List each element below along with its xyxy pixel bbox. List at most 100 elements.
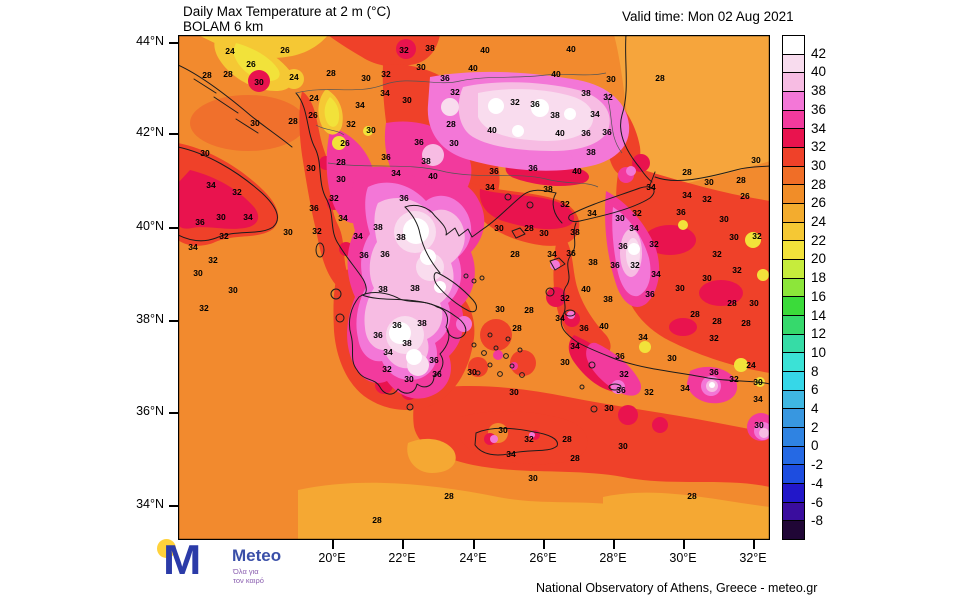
lat-tick-label: 38°N <box>136 312 164 326</box>
lon-tick <box>753 540 755 549</box>
temperature-value-label: 36 <box>359 250 369 260</box>
legend-segment <box>783 241 804 261</box>
lon-tick-label: 22°E <box>388 551 416 565</box>
legend-value: 42 <box>811 45 827 61</box>
temperature-value-label: 34 <box>383 347 393 357</box>
temperature-value-label: 34 <box>355 100 365 110</box>
temperature-value-label: 30 <box>498 425 508 435</box>
temperature-value-label: 28 <box>736 175 746 185</box>
lat-tick-label: 44°N <box>136 34 164 48</box>
temperature-value-label: 40 <box>599 321 609 331</box>
temperature-value-label: 28 <box>524 223 534 233</box>
temperature-value-label: 36 <box>373 330 383 340</box>
coastlines <box>178 35 770 456</box>
legend-value: 6 <box>811 382 819 398</box>
legend-value: 4 <box>811 401 819 417</box>
temperature-value-label: 38 <box>588 257 598 267</box>
temperature-value-label: 38 <box>378 284 388 294</box>
temperature-value-label: 40 <box>555 128 565 138</box>
legend-value: 30 <box>811 157 827 173</box>
temperature-value-label: 28 <box>512 323 522 333</box>
temperature-value-label: 32 <box>399 45 409 55</box>
temperature-value-label: 36 <box>616 385 626 395</box>
temperature-value-label: 34 <box>555 313 565 323</box>
legend-value: 8 <box>811 363 819 379</box>
temperature-value-label: 30 <box>704 177 714 187</box>
legend-value: 32 <box>811 139 827 155</box>
temperature-value-label: 28 <box>655 73 665 83</box>
legend-segment <box>783 129 804 149</box>
legend-segment <box>783 185 804 205</box>
legend-segment <box>783 316 804 335</box>
temperature-value-label: 32 <box>619 369 629 379</box>
legend-segment <box>783 465 804 485</box>
legend-segment <box>783 334 804 354</box>
temperature-value-label: 26 <box>246 59 256 69</box>
legend-segment <box>783 409 804 429</box>
temperature-value-label: 28 <box>223 69 233 79</box>
lon-tick <box>473 540 475 549</box>
temperature-value-label: 34 <box>353 231 363 241</box>
temperature-value-label: 30 <box>216 212 226 222</box>
legend-segment <box>783 54 804 74</box>
temperature-value-label: 32 <box>712 249 722 259</box>
lon-tick-label: 32°E <box>739 551 767 565</box>
temperature-value-label: 36 <box>399 193 409 203</box>
lon-tick <box>543 540 545 549</box>
temperature-value-label: 24 <box>746 360 756 370</box>
temperature-value-label: 28 <box>446 119 456 129</box>
temperature-value-label: 36 <box>380 249 390 259</box>
temperature-value-label: 36 <box>530 99 540 109</box>
legend-segment <box>783 73 804 93</box>
lon-tick-label: 20°E <box>318 551 346 565</box>
model-name: BOLAM 6 km <box>183 19 264 34</box>
temperature-value-label: 34 <box>485 182 495 192</box>
temperature-value-label: 36 <box>615 351 625 361</box>
legend-value: 18 <box>811 270 827 286</box>
temperature-value-label: 30 <box>228 285 238 295</box>
temperature-value-label: 30 <box>361 73 371 83</box>
temperature-value-label: 30 <box>615 213 625 223</box>
temperature-value-label: 32 <box>560 199 570 209</box>
legend-value: 14 <box>811 307 827 323</box>
temperature-value-label: 28 <box>524 305 534 315</box>
temperature-value-label: 34 <box>629 223 639 233</box>
temperature-value-label: 40 <box>551 69 561 79</box>
temperature-value-label: 34 <box>188 242 198 252</box>
temperature-value-label: 32 <box>329 193 339 203</box>
lat-tick-label: 42°N <box>136 125 164 139</box>
temperature-value-label: 36 <box>581 128 591 138</box>
temperature-value-label: 30 <box>528 473 538 483</box>
temperature-value-label: 40 <box>487 125 497 135</box>
temperature-value-label: 34 <box>570 341 580 351</box>
temperature-value-label: 36 <box>645 289 655 299</box>
lon-tick <box>402 540 404 549</box>
legend-value: 16 <box>811 288 827 304</box>
temperature-value-label: 34 <box>646 182 656 192</box>
temperature-value-label: 28 <box>687 491 697 501</box>
country-borders <box>295 72 623 188</box>
legend-segment <box>783 428 804 447</box>
temperature-value-label: 28 <box>510 249 520 259</box>
temperature-value-label: 30 <box>753 377 763 387</box>
temperature-value-label: 36 <box>610 260 620 270</box>
temperature-value-label: 32 <box>450 87 460 97</box>
legend-value: 36 <box>811 101 827 117</box>
temperature-value-label: 30 <box>404 374 414 384</box>
temperature-value-label: 28 <box>326 68 336 78</box>
temperature-value-label: 36 <box>195 217 205 227</box>
temperature-value-label: 28 <box>690 309 700 319</box>
temperature-value-label: 34 <box>380 88 390 98</box>
temperature-value-label: 30 <box>719 214 729 224</box>
lat-tick <box>169 42 178 44</box>
temperature-value-label: 30 <box>306 163 316 173</box>
temperature-value-label: 40 <box>468 63 478 73</box>
temperature-value-label: 34 <box>547 249 557 259</box>
temperature-value-label: 34 <box>338 213 348 223</box>
temperature-value-label: 32 <box>644 387 654 397</box>
temperature-value-label: 32 <box>560 293 570 303</box>
temperature-value-label: 30 <box>749 298 759 308</box>
lon-tick-label: 30°E <box>669 551 697 565</box>
temperature-value-label: 34 <box>391 168 401 178</box>
